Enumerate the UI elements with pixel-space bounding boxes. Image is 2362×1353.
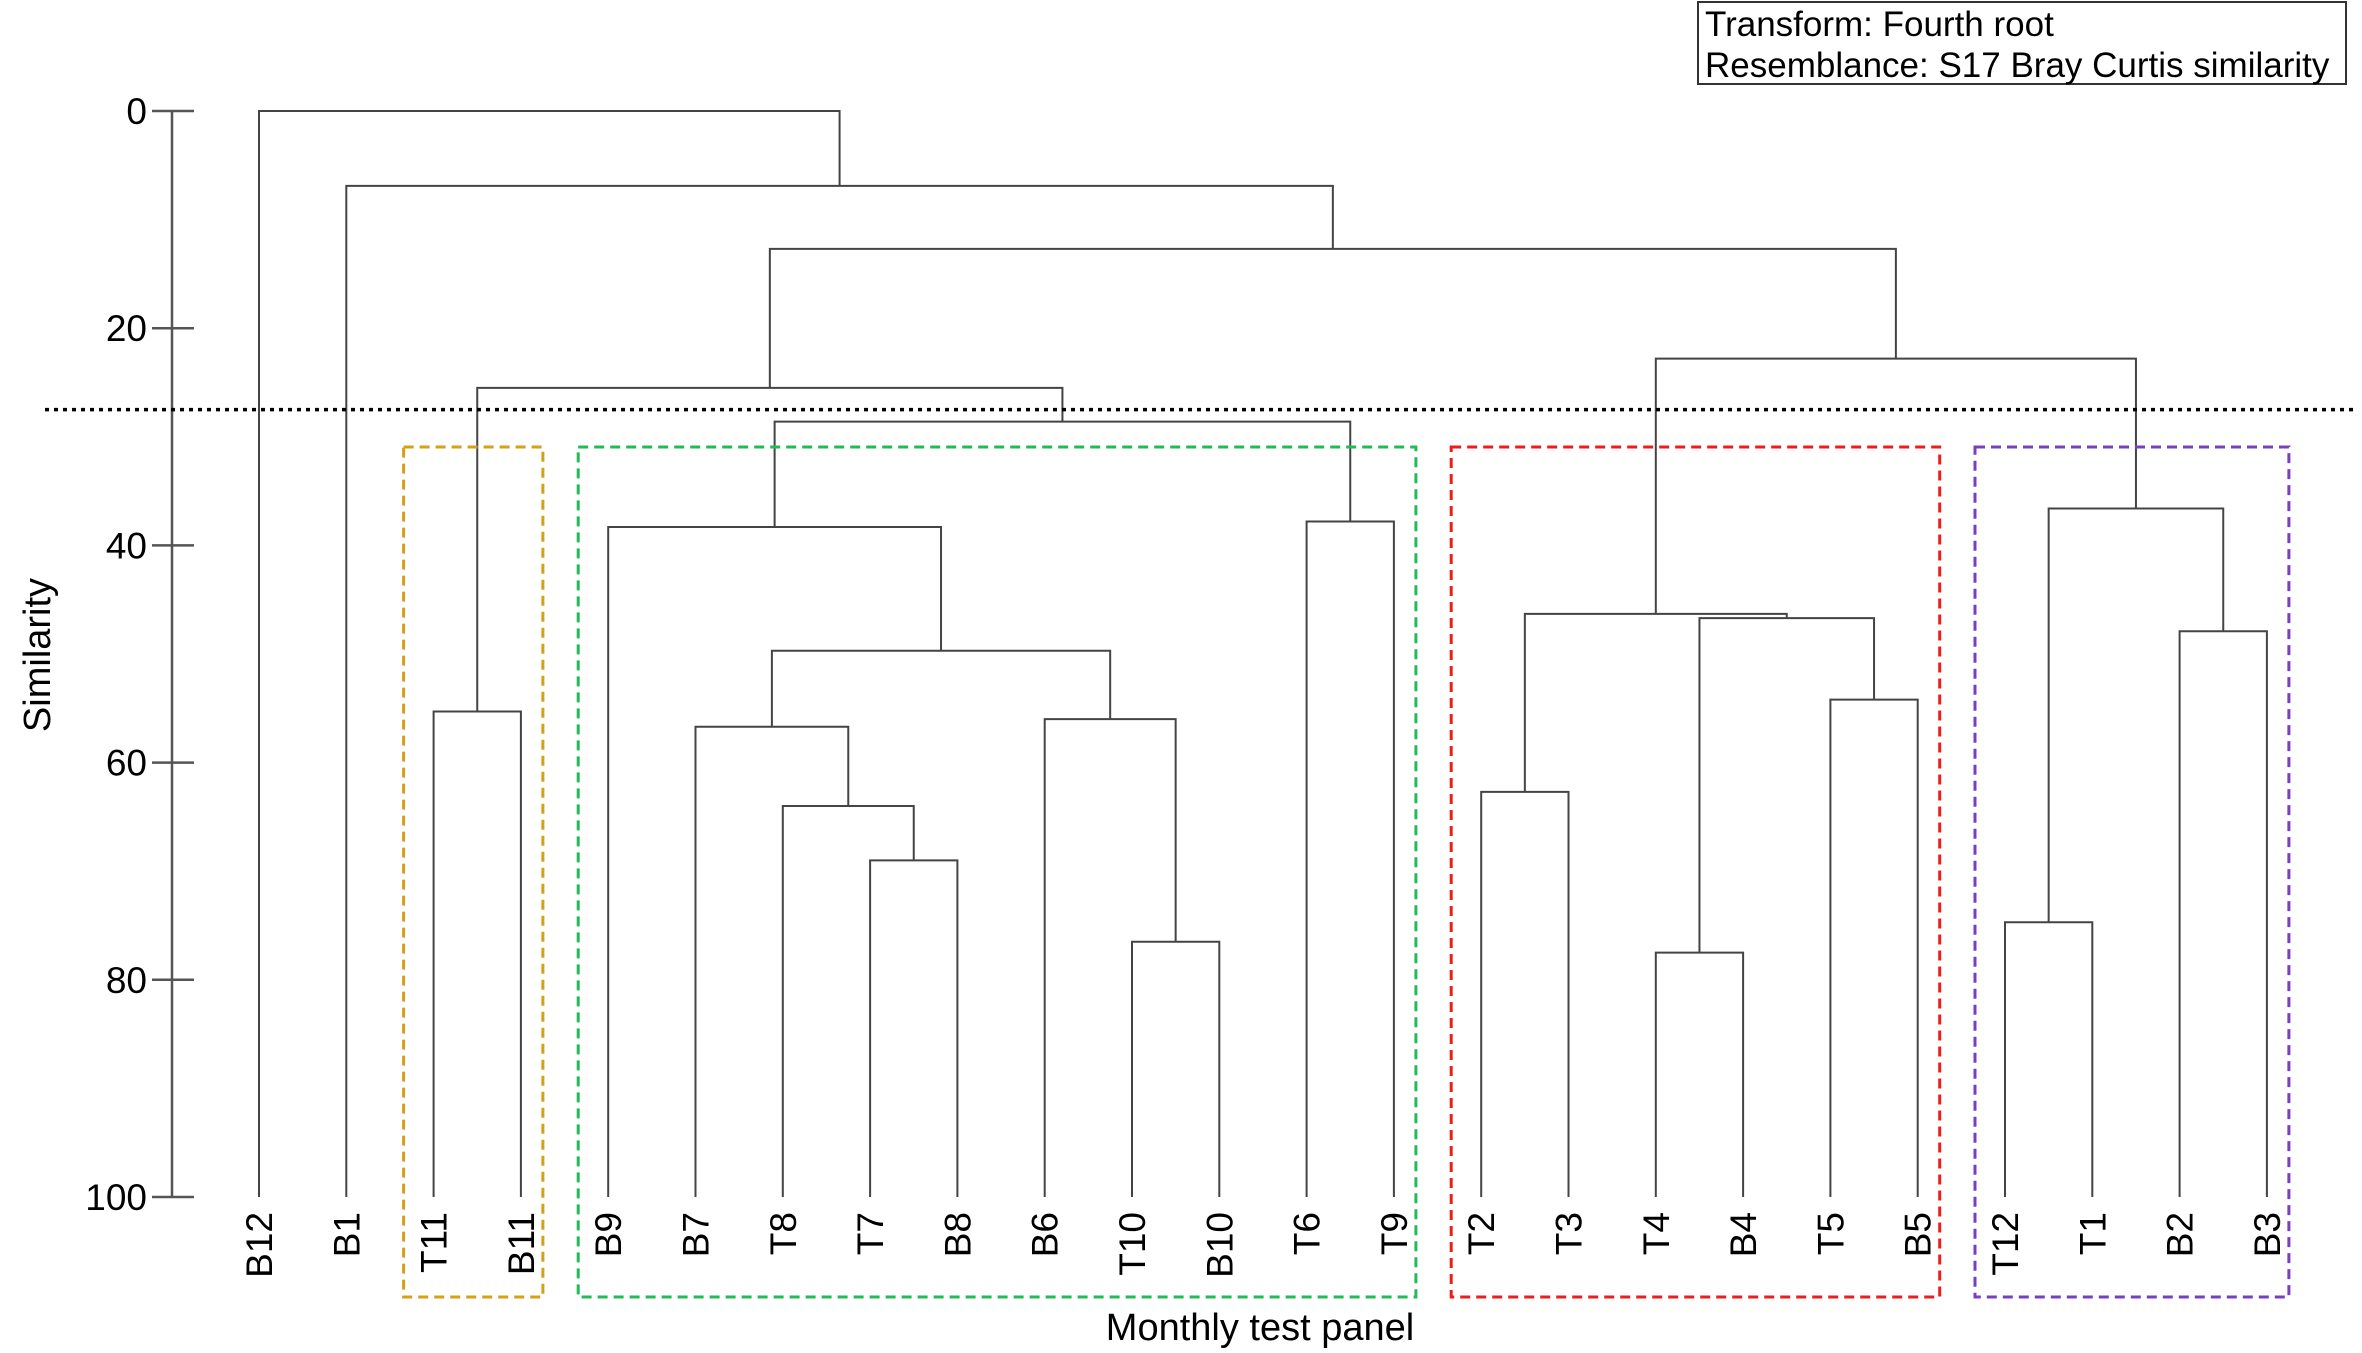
leaf-label-B9: B9 [588,1212,629,1257]
leaf-label-B12: B12 [239,1212,280,1278]
branch-n8 [607,525,943,1197]
branch-n2 [869,859,959,1197]
x-axis-title: Monthly test panel [1106,1307,1414,1349]
group-orange-box [402,445,545,1299]
branch-n16 [1523,612,1788,792]
legend-transform: Transform: Fourth root [1705,5,2054,44]
branch-n23 [258,110,841,1197]
leaf-label-B6: B6 [1025,1212,1066,1257]
leaf-label-B5: B5 [1898,1212,1939,1257]
leaf-label-B4: B4 [1723,1212,1764,1257]
leaf-label-B2: B2 [2160,1212,2201,1257]
branch-n7 [770,649,1112,727]
branch-n6 [1043,718,1177,1197]
y-tick-label-100: 100 [85,1177,147,1218]
leaf-label-B1: B1 [326,1212,367,1257]
branch-n19 [2047,507,2225,923]
leaf-label-T12: T12 [1985,1212,2026,1276]
branch-n14 [1829,698,1919,1197]
y-tick-label-20: 20 [106,308,147,349]
leaf-label-T10: T10 [1112,1212,1153,1276]
leaf-label-T7: T7 [850,1212,891,1255]
leaf-label-T9: T9 [1374,1212,1415,1255]
cluster-group-boxes [402,445,2291,1299]
leaf-label-T2: T2 [1461,1212,1502,1255]
legend-resemblance: Resemblance: S17 Bray Curtis similarity [1705,46,2330,85]
dendrogram-branches [258,110,2268,1197]
leaf-label-T3: T3 [1549,1212,1590,1255]
leaf-label-B3: B3 [2247,1212,2288,1257]
group-red-box [1449,445,1942,1299]
branch-n9 [1305,520,1395,1197]
leaf-label-B11: B11 [501,1212,542,1275]
branch-n13 [1654,951,1745,1197]
branch-n1 [432,710,522,1197]
legend-box: Transform: Fourth root Resemblance: S17 … [1697,1,2347,85]
branch-n22 [345,184,1334,1197]
branch-n18 [2178,630,2268,1197]
leaf-labels: B12 B1 T11 B11 B9 B7 T8 T7 B8 B6 T10 B10 T6 T9 T2 T3 T4 B… [239,1212,2288,1278]
y-tick-label-80: 80 [106,960,147,1001]
branch-n10 [773,420,1352,527]
branch-n15 [1698,617,1876,953]
leaf-label-B8: B8 [937,1212,978,1257]
leaf-label-T6: T6 [1287,1212,1328,1255]
branch-n17 [2004,921,2094,1197]
y-tick-label-0: 0 [126,91,147,132]
leaf-label-T11: T11 [414,1212,455,1273]
y-axis-title: Similarity [17,578,59,732]
group-purple-box [1973,445,2291,1299]
branch-n20 [1654,357,2137,614]
y-axis-ticks: 0 20 40 60 80 100 [85,91,194,1218]
leaf-label-T8: T8 [763,1212,804,1255]
branch-n21 [768,247,1897,388]
branch-n11 [476,386,1064,712]
leaf-label-T1: T1 [2072,1212,2113,1255]
branch-n5 [1131,940,1221,1197]
y-tick-label-60: 60 [106,743,147,784]
leaf-label-T4: T4 [1636,1212,1677,1255]
y-tick-label-40: 40 [106,525,147,566]
branch-n4 [694,725,850,1197]
leaf-label-B10: B10 [1199,1212,1240,1278]
leaf-label-T5: T5 [1810,1212,1851,1255]
branch-n12 [1480,790,1570,1197]
branch-n3 [781,805,915,1197]
group-green-box [576,445,1418,1299]
leaf-label-B7: B7 [676,1212,717,1257]
